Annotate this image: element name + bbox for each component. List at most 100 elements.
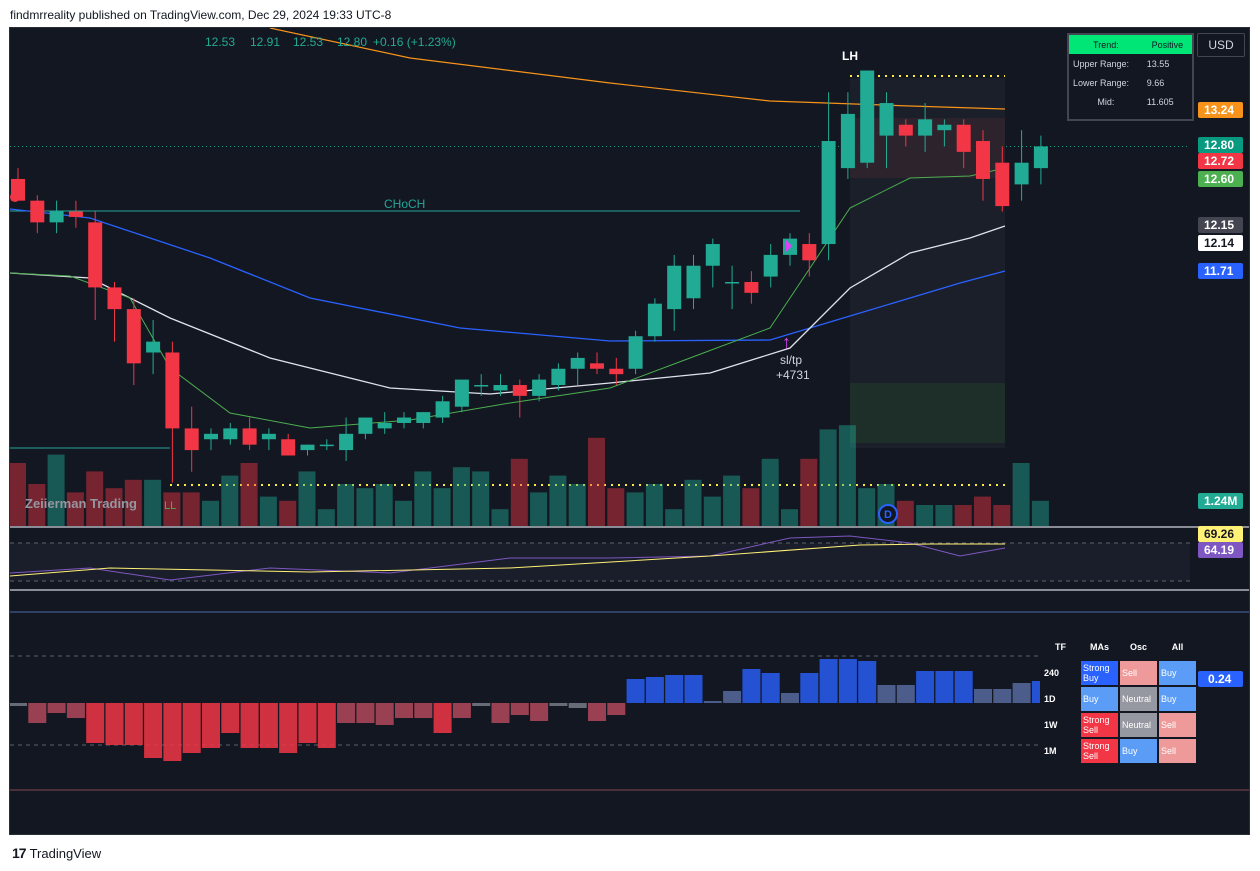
volume-bar	[781, 509, 798, 526]
osc-bar	[684, 675, 703, 703]
candle-body	[860, 70, 875, 163]
candle-body	[339, 433, 354, 451]
osc-bar	[240, 703, 259, 748]
volume-bar	[703, 496, 721, 526]
volume-bar	[645, 484, 663, 526]
candle-body	[358, 417, 373, 434]
tradingview-logo[interactable]: 17 TradingView	[12, 845, 101, 861]
volume-bar	[66, 492, 84, 526]
volume-bar	[395, 500, 412, 526]
osc-bar	[588, 703, 606, 721]
chart-frame[interactable]: CHoCH ↑ sl/tp +4731 LH LL Zeiierman Trading D 12…	[9, 27, 1250, 835]
signal-tf: 1M	[1040, 737, 1081, 765]
osc-bar	[395, 703, 413, 718]
volume-bar	[452, 467, 470, 526]
candle-body	[397, 417, 411, 423]
upper-range-label: Upper Range:	[1073, 58, 1130, 69]
osc-bar	[800, 673, 819, 703]
ohlc-high: 12.91	[250, 35, 280, 49]
volume-bar	[375, 484, 393, 526]
volume-bar	[1012, 463, 1030, 526]
osc-bar	[838, 659, 857, 703]
osc-bar	[530, 703, 549, 721]
osc-bar	[703, 701, 722, 703]
osc-bar	[414, 703, 433, 718]
signal-osc: Sell	[1118, 659, 1159, 687]
osc-bar	[974, 689, 992, 703]
candle-body	[49, 211, 64, 223]
price-axis-tag	[1198, 235, 1243, 251]
signal-all: Sell	[1157, 711, 1198, 739]
candle-body	[840, 113, 855, 169]
osc-bar	[491, 703, 510, 723]
price-axis-label: 12.60	[1204, 172, 1234, 186]
price-axis-label: 12.72	[1204, 154, 1234, 168]
signal-triangle	[786, 240, 792, 252]
signal-mas: Strong Buy	[1079, 659, 1120, 687]
publish-header: findmrreality published on TradingView.c…	[10, 8, 392, 22]
volume-bar	[1031, 500, 1049, 526]
signal-header-tf: TF	[1040, 633, 1081, 661]
candle-body	[146, 341, 161, 353]
volume-bar	[414, 471, 432, 526]
price-axis-tag	[1198, 263, 1243, 279]
volume-bar	[858, 488, 876, 526]
candle-body	[281, 439, 296, 456]
volume-bar	[356, 488, 374, 526]
signal-tf: 1W	[1040, 711, 1081, 739]
candle-body	[435, 401, 450, 418]
tradingview-logo-icon: 17	[12, 845, 27, 861]
candle-body	[319, 444, 334, 447]
osc-bar	[144, 703, 163, 758]
signal-mas: Buy	[1079, 685, 1120, 713]
signal-header-osc: Osc	[1118, 633, 1159, 661]
osc-bar	[28, 703, 47, 723]
volume-bar	[684, 479, 702, 526]
osc-bar	[317, 703, 336, 748]
osc-bar	[182, 703, 201, 753]
osc-bar	[105, 703, 124, 745]
ohlc-change: +0.16 (+1.23%)	[373, 35, 456, 49]
candle-body	[30, 200, 45, 223]
rsi-axis-label: 69.26	[1204, 527, 1234, 541]
currency-button[interactable]: USD	[1197, 33, 1245, 57]
rsi-ma-line	[10, 543, 1005, 577]
candle-body	[204, 433, 218, 440]
candle-body	[686, 265, 701, 299]
volume-bar	[974, 496, 991, 526]
price-axis-tag	[1198, 102, 1243, 118]
chart-canvas[interactable]: CHoCH ↑sl/tp+4731 LH LL Zeiierman Trading D 12…	[10, 28, 1250, 835]
price-axis-tag	[1198, 493, 1243, 509]
volume-bar	[144, 479, 162, 526]
candle-body	[300, 444, 315, 451]
osc-bar	[819, 659, 838, 703]
volume-bar	[10, 463, 26, 526]
candle-body	[474, 385, 489, 387]
volume-bar	[510, 458, 528, 526]
price-axis-tag	[1198, 137, 1243, 153]
signal-mas: Strong Sell	[1079, 711, 1120, 739]
upper-range-value: 13.55	[1146, 58, 1170, 69]
candle-body	[763, 254, 778, 277]
candle-body	[667, 265, 682, 310]
osc-bar	[916, 671, 935, 703]
volume-bar	[337, 484, 355, 526]
volume-bar	[568, 484, 586, 526]
osc-bar	[66, 703, 85, 718]
candle-body	[918, 119, 933, 136]
lower-range-label: Lower Range:	[1073, 77, 1130, 88]
candle-body	[107, 287, 122, 310]
price-axis-label: 1.24M	[1204, 494, 1237, 508]
candle-body	[126, 309, 141, 364]
volume-bar	[588, 437, 605, 526]
demand-zone	[850, 383, 1005, 443]
price-axis-label: 13.24	[1204, 103, 1234, 117]
osc-bar	[298, 703, 317, 743]
mid-value: 11.605	[1146, 96, 1174, 107]
rsi-axis-label: 64.19	[1204, 543, 1234, 557]
osc-bar	[221, 703, 240, 733]
lh-label: LH	[842, 49, 858, 63]
watermark-label: Zeiierman Trading	[25, 496, 137, 511]
candle-body	[995, 162, 1010, 207]
candle-body	[1033, 146, 1048, 169]
